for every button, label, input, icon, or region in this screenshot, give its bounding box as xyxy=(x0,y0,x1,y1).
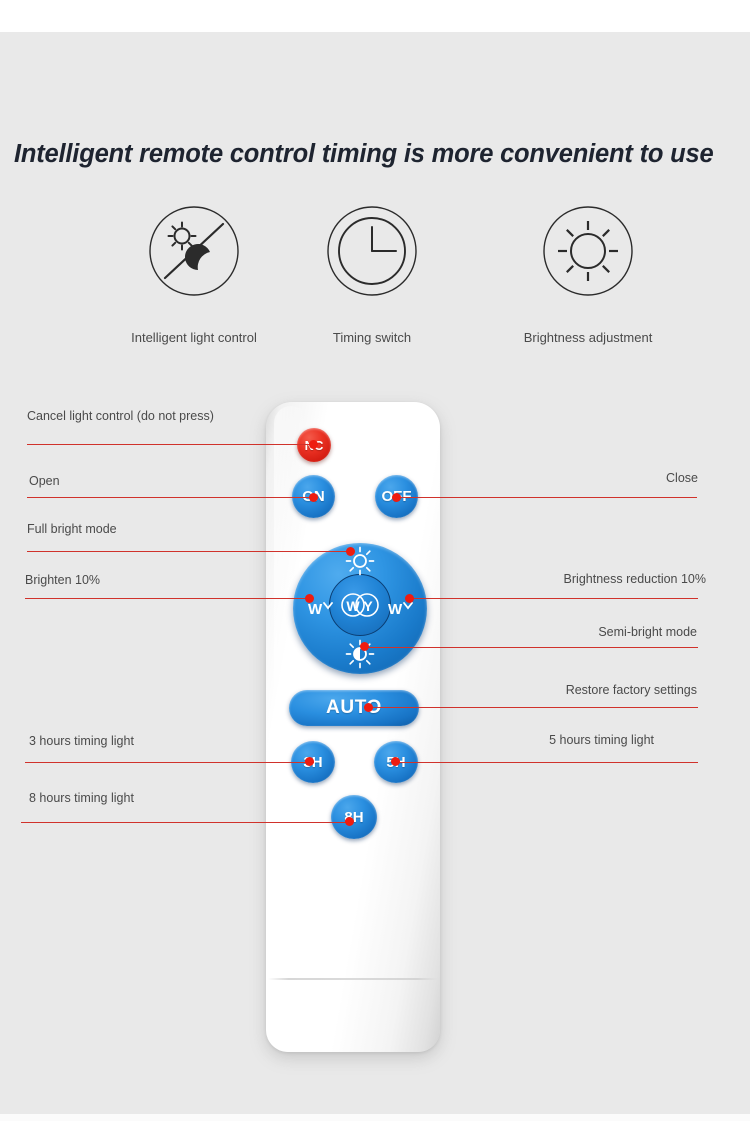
callout-dot-cancel-light-control xyxy=(309,440,318,449)
callout-label-restore-factory-settings: Restore factory settings xyxy=(565,683,697,697)
page-title: Intelligent remote control timing is mor… xyxy=(14,140,714,168)
callout-dot-close xyxy=(392,493,401,502)
callout-label-brighten-10: Brighten 10% xyxy=(25,573,101,587)
callout-line-full-bright-mode xyxy=(27,551,350,552)
feature-brightness-adjustment: Brightness adjustment xyxy=(488,205,688,345)
feature-label: Intelligent light control xyxy=(131,330,257,345)
callout-line-restore-factory-settings xyxy=(370,707,698,708)
callout-dot-brightness-reduction-10 xyxy=(405,594,414,603)
white-yellow-mode-icon[interactable]: W Y xyxy=(337,587,383,623)
callout-dot-brighten-10 xyxy=(305,594,314,603)
button-8h[interactable]: 8H xyxy=(331,795,377,839)
sun-moon-light-sensor-icon xyxy=(149,206,239,296)
callout-label-3-hours-timing-light: 3 hours timing light xyxy=(29,734,134,748)
svg-text:W: W xyxy=(308,601,323,618)
sun-brightness-icon xyxy=(543,206,633,296)
callout-line-brighten-10 xyxy=(25,598,313,599)
warm-white-right-icon[interactable]: W xyxy=(387,597,415,619)
feature-intelligent-light-control: Intelligent light control xyxy=(94,205,294,345)
half-sun-icon[interactable] xyxy=(343,639,377,669)
callout-dot-5-hours-timing-light xyxy=(391,757,400,766)
clock-timer-icon xyxy=(327,206,417,296)
callout-line-5-hours-timing-light xyxy=(397,762,698,763)
callout-dot-open xyxy=(309,493,318,502)
callout-line-semi-bright-mode xyxy=(366,647,698,648)
brightness-direction-pad[interactable]: W W W Y xyxy=(293,543,427,674)
full-sun-icon[interactable] xyxy=(343,546,377,576)
callout-label-5-hours-timing-light: 5 hours timing light xyxy=(549,733,654,747)
callout-dot-3-hours-timing-light xyxy=(305,757,314,766)
callout-label-brightness-reduction-10: Brightness reduction 10% xyxy=(563,572,706,586)
feature-row: Intelligent light control Timing switch xyxy=(0,205,750,355)
svg-text:Y: Y xyxy=(363,598,373,614)
callout-line-cancel-light-control xyxy=(27,444,314,445)
background-bottom-band xyxy=(0,1114,750,1121)
callout-dot-semi-bright-mode xyxy=(360,642,369,651)
callout-line-3-hours-timing-light xyxy=(25,762,314,763)
svg-text:W: W xyxy=(388,601,403,618)
button-auto[interactable]: AUTO xyxy=(289,690,419,726)
callout-line-brightness-reduction-10 xyxy=(410,598,698,599)
callout-dot-full-bright-mode xyxy=(346,547,355,556)
callout-label-close: Close xyxy=(666,471,698,485)
background-top-band xyxy=(0,0,750,32)
feature-label: Timing switch xyxy=(332,330,412,345)
feature-timing-switch: Timing switch xyxy=(272,205,472,345)
callout-dot-restore-factory-settings xyxy=(364,703,373,712)
callout-line-close xyxy=(397,497,697,498)
feature-label: Brightness adjustment xyxy=(523,330,653,345)
callout-label-cancel-light-control: Cancel light control (do not press) xyxy=(27,409,214,423)
button-nc[interactable]: NC xyxy=(297,428,331,462)
callout-label-open: Open xyxy=(29,474,60,488)
callout-line-open xyxy=(27,497,317,498)
warm-white-left-icon[interactable]: W xyxy=(305,597,333,619)
callout-line-8-hours-timing-light xyxy=(21,822,349,823)
callout-dot-8-hours-timing-light xyxy=(345,817,354,826)
pad-center-button[interactable] xyxy=(329,574,391,636)
callout-label-full-bright-mode: Full bright mode xyxy=(27,522,117,536)
remote-body-seam xyxy=(268,978,438,980)
svg-text:W: W xyxy=(346,598,360,614)
callout-label-semi-bright-mode: Semi-bright mode xyxy=(598,625,697,639)
callout-label-8-hours-timing-light: 8 hours timing light xyxy=(29,791,134,805)
